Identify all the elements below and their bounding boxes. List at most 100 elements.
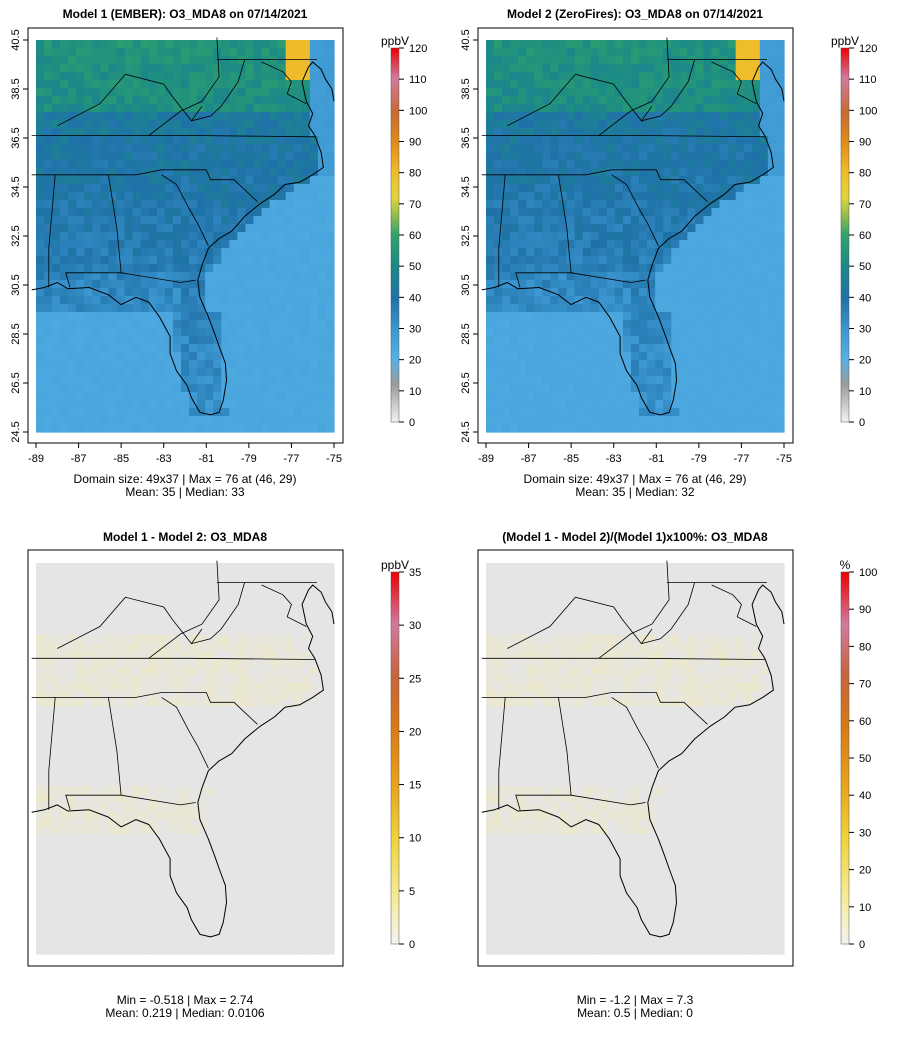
heatmap-cell	[744, 96, 753, 105]
heatmap-cell	[157, 882, 166, 891]
heatmap-cell	[157, 890, 166, 899]
heatmap-cell	[117, 352, 126, 361]
heatmap-cell	[768, 168, 777, 177]
heatmap-cell	[768, 104, 777, 113]
heatmap-cell	[205, 739, 214, 748]
heatmap-cell	[149, 352, 158, 361]
heatmap-cell	[189, 826, 198, 835]
heatmap-cell	[100, 699, 109, 708]
heatmap-cell	[84, 826, 93, 835]
heatmap-cell	[133, 747, 142, 756]
heatmap-cell	[213, 739, 222, 748]
heatmap-cell	[720, 96, 729, 105]
heatmap-cell	[141, 683, 150, 692]
heatmap-cell	[92, 336, 101, 345]
heatmap-cell	[197, 392, 206, 401]
heatmap-cell	[326, 136, 335, 145]
heatmap-cell	[294, 232, 303, 241]
heatmap-cell	[173, 344, 182, 353]
heatmap-cell	[60, 890, 69, 899]
heatmap-cell	[197, 563, 206, 572]
heatmap-cell	[318, 224, 327, 233]
heatmap-cell	[52, 826, 61, 835]
heatmap-cell	[133, 691, 142, 700]
heatmap-cell	[133, 184, 142, 193]
heatmap-cell	[133, 922, 142, 931]
heatmap-cell	[502, 112, 511, 121]
heatmap-cell	[157, 595, 166, 604]
heatmap-cell	[326, 408, 335, 417]
heatmap-cell	[542, 56, 551, 65]
heatmap-cell	[68, 818, 77, 827]
heatmap-cell	[117, 184, 126, 193]
heatmap-cell	[302, 56, 311, 65]
heatmap-cell	[197, 384, 206, 393]
heatmap-cell	[173, 376, 182, 385]
heatmap-cell	[728, 208, 737, 217]
heatmap-cell	[92, 328, 101, 337]
heatmap-cell	[229, 794, 238, 803]
heatmap-cell	[518, 88, 527, 97]
heatmap-cell	[68, 72, 77, 81]
heatmap-cell	[189, 858, 198, 867]
heatmap-cell	[526, 248, 535, 257]
heatmap-cell	[534, 408, 543, 417]
heatmap-cell	[76, 922, 85, 931]
heatmap-cell	[494, 96, 503, 105]
heatmap-cell	[237, 256, 246, 265]
heatmap-cell	[518, 160, 527, 169]
heatmap-cell	[100, 144, 109, 153]
heatmap-cell	[133, 368, 142, 377]
heatmap-cell	[92, 160, 101, 169]
heatmap-cell	[671, 112, 680, 121]
heatmap-cell	[197, 699, 206, 708]
heatmap-cell	[318, 320, 327, 329]
heatmap-cell	[141, 675, 150, 684]
heatmap-cell	[550, 72, 559, 81]
heatmap-cell	[44, 360, 53, 369]
heatmap-cell	[181, 930, 190, 939]
heatmap-cell	[591, 192, 600, 201]
heatmap-cell	[663, 128, 672, 137]
heatmap-cell	[68, 619, 77, 628]
heatmap-cell	[253, 208, 262, 217]
heatmap-cell	[84, 938, 93, 947]
heatmap-cell	[44, 683, 53, 692]
heatmap-cell	[141, 834, 150, 843]
heatmap-cell	[197, 200, 206, 209]
heatmap-cell	[703, 320, 712, 329]
heatmap-cell	[575, 104, 584, 113]
heatmap-cell	[744, 160, 753, 169]
heatmap-cell	[141, 731, 150, 740]
y-tick-label: 30.5	[460, 274, 472, 295]
heatmap-cell	[712, 136, 721, 145]
heatmap-cell	[52, 144, 61, 153]
colorbar-tick-label: 20	[409, 355, 421, 367]
heatmap-cell	[550, 368, 559, 377]
heatmap-cell	[205, 232, 214, 241]
heatmap-cell	[125, 40, 134, 49]
heatmap-cell	[583, 256, 592, 265]
heatmap-cell	[149, 675, 158, 684]
heatmap-cell	[229, 818, 238, 827]
heatmap-cell	[76, 587, 85, 596]
heatmap-cell	[599, 120, 608, 129]
heatmap-cell	[591, 184, 600, 193]
heatmap-cell	[744, 88, 753, 97]
heatmap-cell	[583, 376, 592, 385]
heatmap-cell	[84, 922, 93, 931]
heatmap-cell	[703, 168, 712, 177]
heatmap-cell	[76, 715, 85, 724]
heatmap-cell	[197, 160, 206, 169]
heatmap-cell	[68, 874, 77, 883]
heatmap-cell	[703, 64, 712, 73]
heatmap-cell	[655, 184, 664, 193]
heatmap-cell	[655, 136, 664, 145]
heatmap-cell	[278, 360, 287, 369]
heatmap-cell	[647, 40, 656, 49]
heatmap-cell	[157, 906, 166, 915]
heatmap-cell	[84, 675, 93, 684]
heatmap-cell	[68, 40, 77, 49]
heatmap-cell	[550, 120, 559, 129]
heatmap-cell	[125, 643, 134, 652]
